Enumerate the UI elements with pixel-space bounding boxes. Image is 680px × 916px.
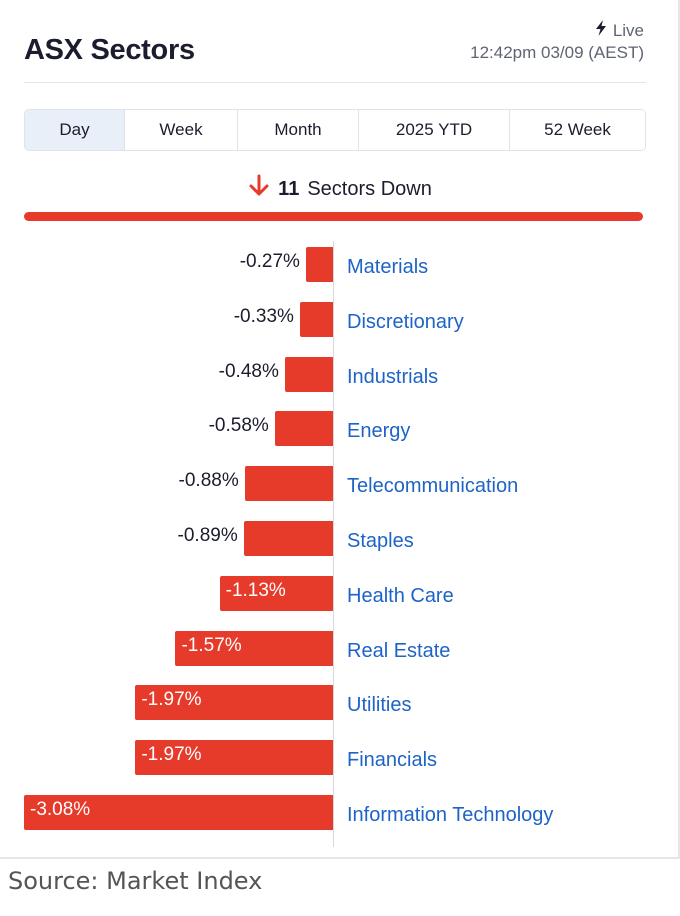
- sector-row: -0.27% Materials: [0, 245, 680, 283]
- tab-month[interactable]: Month: [238, 110, 359, 150]
- tab-52-week[interactable]: 52 Week: [510, 110, 645, 150]
- sector-link[interactable]: Staples: [347, 530, 414, 552]
- sector-link[interactable]: Industrials: [347, 365, 439, 388]
- page-title: ASX Sectors: [24, 34, 195, 66]
- sector-row: -0.33% Discretionary: [0, 300, 680, 338]
- sector-bar: [284, 356, 333, 392]
- tab-day[interactable]: Day: [25, 110, 125, 150]
- sector-link[interactable]: Energy: [347, 420, 411, 443]
- sector-bar: [24, 795, 333, 830]
- sector-value-label: -1.97%: [141, 689, 202, 711]
- sector-bar: [244, 466, 333, 502]
- sector-bar: [135, 685, 333, 721]
- tab-2025-ytd[interactable]: 2025 YTD: [359, 110, 510, 150]
- sector-value-label: -0.89%: [177, 525, 238, 546]
- sector-bar: [135, 740, 333, 776]
- live-label: Live: [612, 20, 644, 40]
- sector-link[interactable]: Utilities: [347, 694, 412, 717]
- sectors-summary: 11 Sectors Down: [0, 174, 680, 204]
- sector-value-label: -0.48%: [218, 360, 279, 382]
- live-indicator: Live: [595, 20, 644, 41]
- sector-row: -1.97% Utilities: [0, 683, 680, 721]
- sector-value-label: -3.08%: [30, 799, 91, 820]
- sector-bar: [299, 301, 333, 337]
- sector-value-label: -1.13%: [225, 579, 286, 601]
- sector-value-label: -0.33%: [233, 305, 294, 327]
- sector-row: -0.89% Staples: [0, 519, 680, 557]
- zero-axis: [333, 241, 334, 847]
- source-caption: Source: Market Index: [8, 867, 263, 895]
- sectors-down-text: Sectors Down: [307, 177, 432, 200]
- sector-link[interactable]: Discretionary: [347, 310, 464, 333]
- period-tabs: Day Week Month 2025 YTD 52 Week: [24, 109, 646, 151]
- timestamp: 12:42pm 03/09 (AEST): [470, 43, 644, 62]
- sector-bar: [243, 521, 333, 556]
- sectors-card: ASX Sectors Live 12:42pm 03/09 (AEST) Da…: [0, 0, 680, 859]
- sector-row: -3.08% Information Technology: [0, 793, 680, 831]
- lightning-icon: [595, 20, 607, 41]
- sector-row: -1.13% Health Care: [0, 574, 680, 612]
- sector-link[interactable]: Materials: [347, 256, 429, 278]
- tab-week[interactable]: Week: [125, 110, 238, 150]
- sector-bar: [175, 630, 333, 666]
- sector-row: -0.88% Telecommunication: [0, 464, 680, 502]
- divider: [24, 82, 646, 83]
- sector-bar: [219, 575, 333, 611]
- sector-bar: [305, 247, 333, 282]
- sector-value-label: -1.57%: [181, 634, 242, 656]
- sector-row: -1.57% Real Estate: [0, 629, 680, 667]
- breadth-bar: [24, 212, 643, 221]
- sector-value-label: -0.58%: [208, 415, 269, 437]
- sector-link[interactable]: Real Estate: [347, 639, 451, 662]
- sector-bar: [274, 411, 333, 447]
- sector-value-label: -0.88%: [178, 470, 239, 492]
- sector-row: -1.97% Financials: [0, 738, 680, 776]
- sector-row: -0.58% Energy: [0, 409, 680, 447]
- sector-value-label: -0.27%: [239, 251, 300, 272]
- sector-link[interactable]: Health Care: [347, 584, 454, 607]
- sector-link[interactable]: Telecommunication: [347, 475, 519, 498]
- arrow-down-icon: [248, 174, 270, 204]
- sector-value-label: -1.97%: [141, 744, 202, 766]
- sector-row: -0.48% Industrials: [0, 355, 680, 393]
- sectors-down-count: 11: [278, 177, 300, 200]
- sector-link[interactable]: Information Technology: [347, 804, 554, 826]
- sector-link[interactable]: Financials: [347, 749, 438, 772]
